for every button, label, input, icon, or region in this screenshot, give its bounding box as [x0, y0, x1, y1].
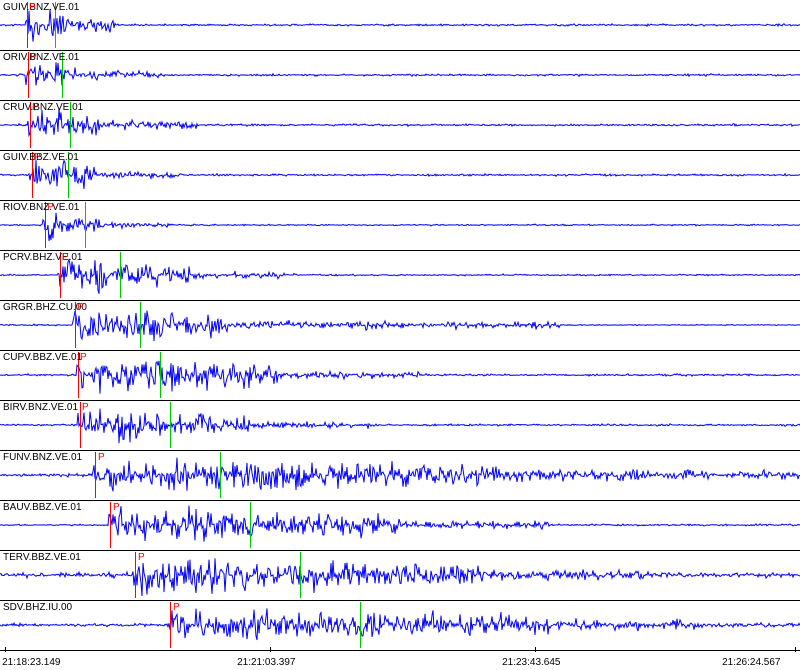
p-wave-marker: [170, 602, 171, 648]
s-wave-marker: [360, 602, 361, 648]
axis-label: 21:18:23.149: [2, 657, 60, 668]
trace-divider: [0, 650, 800, 651]
waveform: [0, 500, 800, 550]
trace-label: ORIV.BNZ.VE.01: [3, 52, 79, 63]
p-wave-label: P: [80, 352, 87, 363]
p-wave-label: P: [113, 502, 120, 513]
p-wave-label: P: [82, 402, 89, 413]
waveform: [0, 150, 800, 200]
p-wave-label: P: [98, 452, 105, 463]
trace-row: FUNV.BNZ.VE.01 P: [0, 450, 800, 500]
p-wave-label: P: [47, 202, 54, 213]
s-wave-marker: [85, 202, 86, 248]
trace-row: GUIV.BNZ.VE.01P: [0, 0, 800, 50]
trace-divider: [0, 250, 800, 251]
waveform: [0, 600, 800, 650]
p-wave-label: P: [62, 252, 69, 263]
s-wave-marker: [120, 252, 121, 298]
trace-row: GUIV.BBZ.VE.01P: [0, 150, 800, 200]
p-wave-marker: [135, 552, 136, 598]
trace-row: BAUV.BBZ.VE.01 P: [0, 500, 800, 550]
trace-label: BIRV.BNZ.VE.01: [3, 402, 78, 413]
trace-label: FUNV.BNZ.VE.01: [3, 452, 82, 463]
trace-divider: [0, 400, 800, 401]
trace-row: ORIV.BNZ.VE.01P: [0, 50, 800, 100]
trace-row: RIOV.BNZ.VE.01P: [0, 200, 800, 250]
p-wave-label: P: [173, 602, 180, 613]
s-wave-marker: [160, 352, 161, 398]
trace-row: BIRV.BNZ.VE.01 P: [0, 400, 800, 450]
trace-divider: [0, 350, 800, 351]
p-wave-label: P: [34, 152, 41, 163]
trace-divider: [0, 550, 800, 551]
s-wave-marker: [140, 302, 141, 348]
trace-divider: [0, 600, 800, 601]
waveform: [0, 400, 800, 450]
trace-label: GUIV.BNZ.VE.01: [3, 2, 79, 13]
trace-row: SDV.BHZ.IU.00 P: [0, 600, 800, 650]
waveform: [0, 450, 800, 500]
waveform: [0, 550, 800, 600]
trace-divider: [0, 150, 800, 151]
p-wave-label: P: [30, 52, 37, 63]
s-wave-marker: [300, 552, 301, 598]
p-wave-marker: [80, 402, 81, 448]
axis-label: 21:21:03.397: [237, 657, 295, 668]
trace-divider: [0, 450, 800, 451]
s-wave-marker: [220, 452, 221, 498]
trace-row: CUPV.BBZ.VE.01P: [0, 350, 800, 400]
trace-row: GRGR.BHZ.CU.00P: [0, 300, 800, 350]
trace-row: CRUV.BNZ.VE.01P: [0, 100, 800, 150]
s-wave-marker: [250, 502, 251, 548]
trace-label: SDV.BHZ.IU.00: [3, 602, 72, 613]
waveform: [0, 300, 800, 350]
trace-label: BAUV.BBZ.VE.01: [3, 502, 82, 513]
p-wave-label: P: [32, 102, 39, 113]
trace-row: PCRV.BHZ.VE.01P: [0, 250, 800, 300]
p-wave-marker: [95, 452, 96, 498]
waveform: [0, 350, 800, 400]
axis-label: 21:23:43.645: [502, 657, 560, 668]
trace-label: CUPV.BBZ.VE.01: [3, 352, 82, 363]
trace-divider: [0, 100, 800, 101]
trace-divider: [0, 500, 800, 501]
waveform: [0, 100, 800, 150]
trace-divider: [0, 200, 800, 201]
waveform: [0, 0, 800, 50]
axis-label: 21:26:24.567: [722, 657, 780, 668]
trace-label: GRGR.BHZ.CU.00: [3, 302, 87, 313]
p-wave-label: P: [138, 552, 145, 563]
p-wave-label: P: [77, 302, 84, 313]
trace-row: TERV.BBZ.VE.01 P: [0, 550, 800, 600]
trace-label: RIOV.BNZ.VE.01: [3, 202, 79, 213]
waveform: [0, 200, 800, 250]
trace-divider: [0, 300, 800, 301]
p-wave-label: P: [29, 2, 36, 13]
time-axis: 21:18:23.149 21:21:03.397 21:23:43.645 21:2…: [0, 650, 800, 670]
trace-divider: [0, 50, 800, 51]
seismogram-panel: GUIV.BNZ.VE.01PORIV.BNZ.VE.01PCRUV.BNZ.V…: [0, 0, 800, 670]
trace-label: PCRV.BHZ.VE.01: [3, 252, 82, 263]
trace-label: TERV.BBZ.VE.01: [3, 552, 81, 563]
trace-label: CRUV.BNZ.VE.01: [3, 102, 83, 113]
s-wave-marker: [170, 402, 171, 448]
waveform: [0, 50, 800, 100]
p-wave-marker: [110, 502, 111, 548]
